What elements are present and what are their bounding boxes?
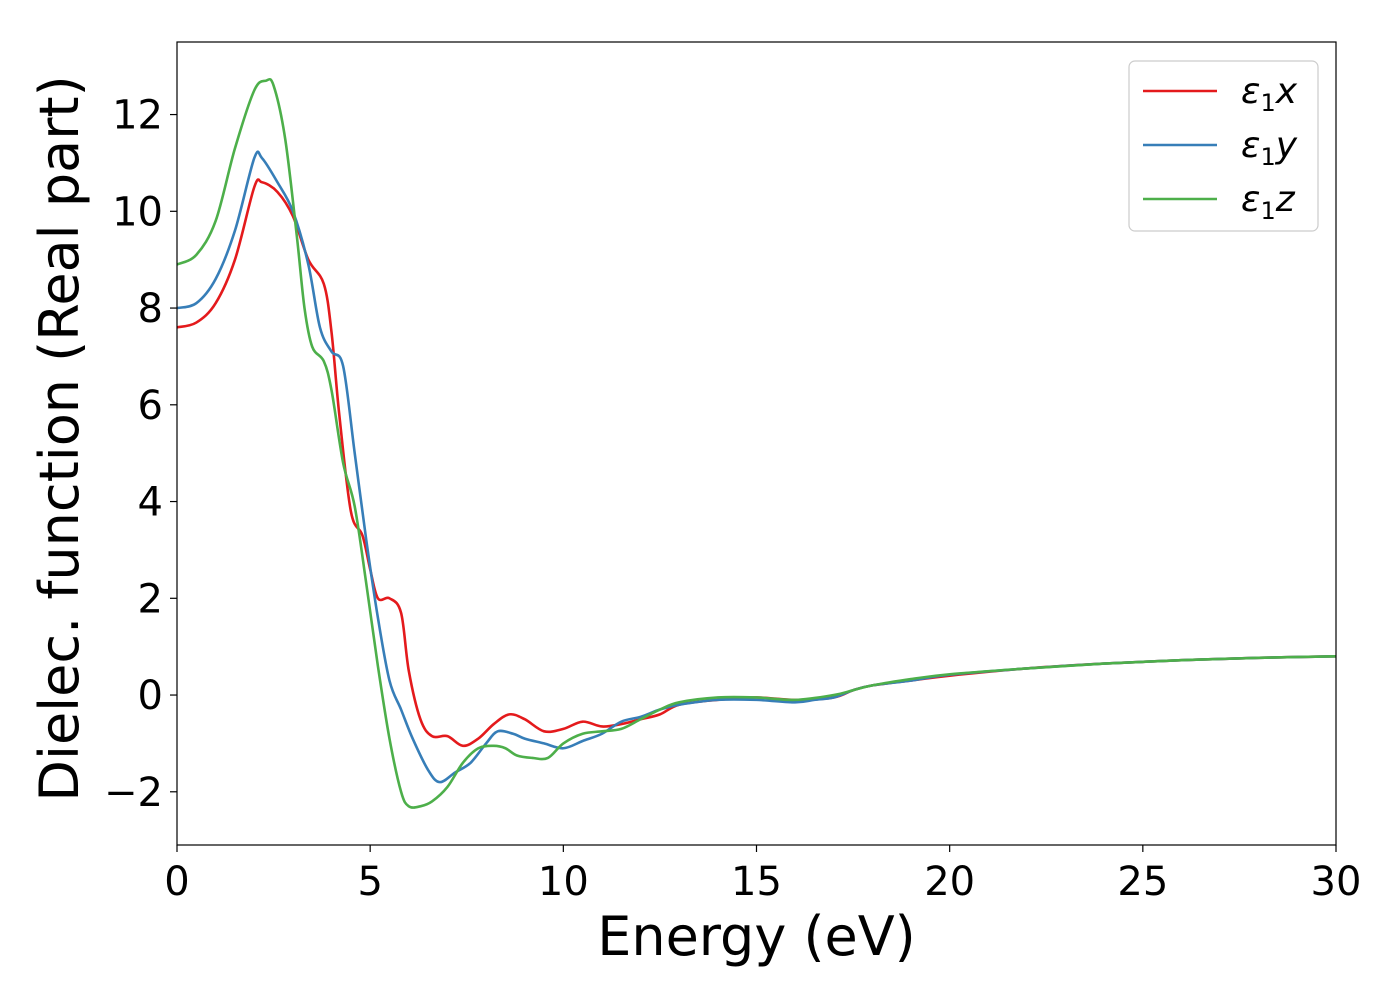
- legend-variable: x: [1275, 71, 1298, 112]
- x-axis-title: Energy (eV): [597, 905, 916, 968]
- y-axis-ticks: −2 0 2 4 6 8 10 12: [104, 93, 177, 816]
- legend-label-z: ε1z: [1241, 179, 1296, 225]
- legend-label-y: ε1y: [1241, 125, 1298, 171]
- x-tick-label: 0: [164, 859, 189, 905]
- y-tick-label: −2: [104, 770, 163, 816]
- x-tick-label: 20: [924, 859, 975, 905]
- x-tick-label: 5: [357, 859, 382, 905]
- y-tick-label: 6: [138, 383, 163, 429]
- x-tick-label: 15: [731, 859, 782, 905]
- y-tick-label: 10: [112, 189, 163, 235]
- legend-symbol: ε: [1241, 71, 1260, 112]
- legend-box: [1128, 60, 1319, 232]
- x-tick-label: 25: [1117, 859, 1168, 905]
- x-tick-label: 30: [1311, 859, 1362, 905]
- legend-variable: y: [1275, 125, 1298, 166]
- y-tick-label: 8: [138, 286, 163, 332]
- y-tick-label: 4: [138, 480, 163, 526]
- y-tick-label: 12: [112, 93, 163, 139]
- legend-subscript: 1: [1260, 89, 1275, 117]
- series-line-z: [177, 77, 1336, 809]
- legend-symbol: ε: [1241, 179, 1260, 220]
- legend-variable: z: [1275, 179, 1296, 220]
- y-tick-label: 2: [138, 576, 163, 622]
- y-axis-title: Dielec. function (Real part): [28, 75, 91, 801]
- legend-subscript: 1: [1260, 143, 1275, 171]
- series-layer: [177, 77, 1336, 809]
- legend-label-x: ε1x: [1241, 71, 1298, 117]
- x-tick-label: 10: [538, 859, 589, 905]
- x-axis-ticks: 0 5 10 15 20 25 30: [164, 845, 1361, 905]
- legend-symbol: ε: [1241, 125, 1260, 166]
- y-tick-label: 0: [138, 673, 163, 719]
- legend-subscript: 1: [1260, 197, 1275, 225]
